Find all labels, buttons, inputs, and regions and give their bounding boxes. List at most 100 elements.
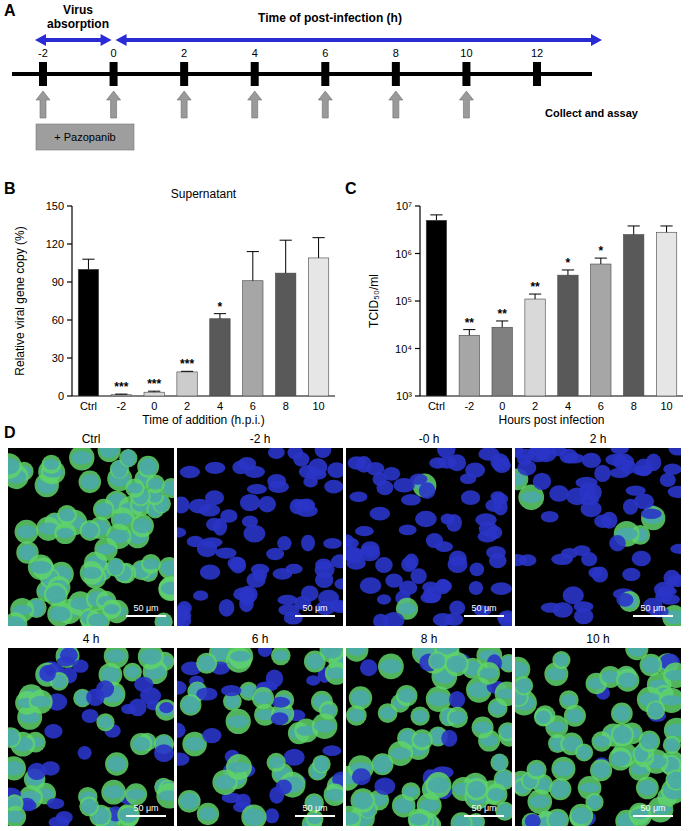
figure: ABCDVirusabsorptionTime of post-infectio…	[0, 0, 689, 831]
nucleus	[488, 788, 506, 801]
image-background	[8, 448, 174, 626]
x-tick-label: 4	[565, 400, 571, 412]
infected-cell	[616, 669, 639, 692]
nucleus	[446, 514, 462, 532]
y-tick-label: 10⁶	[395, 248, 412, 260]
collect-label: Collect and assay	[545, 107, 639, 119]
infected-cell	[444, 652, 468, 676]
nucleus	[334, 578, 343, 589]
nucleus	[501, 656, 512, 671]
error-cap	[660, 225, 672, 226]
bar	[492, 327, 512, 396]
infected-cell	[28, 555, 53, 580]
absorption-arrow	[35, 34, 112, 46]
nucleus	[563, 586, 584, 604]
x-tick-label: -2	[116, 400, 126, 412]
nucleus	[515, 448, 523, 457]
nucleus	[200, 564, 221, 579]
nucleus	[187, 536, 204, 547]
nucleus	[139, 458, 157, 475]
nucleus	[17, 525, 37, 538]
nucleus	[592, 762, 610, 778]
error-cap	[628, 225, 640, 226]
error-line	[88, 259, 89, 269]
nucleus	[515, 662, 528, 677]
nucleus	[611, 751, 630, 766]
nucleus	[516, 678, 531, 693]
infected-cell	[141, 554, 161, 574]
nucleus	[399, 524, 417, 535]
error-line	[469, 330, 470, 336]
significance: *	[598, 244, 603, 258]
chart-title: Supernatant	[171, 187, 237, 201]
micrograph	[515, 448, 681, 626]
nucleus	[541, 602, 561, 612]
nucleus	[528, 763, 544, 776]
error-cap	[82, 259, 94, 260]
nucleus	[641, 733, 659, 749]
x-tick-label: 0	[151, 400, 157, 412]
error-bar	[660, 226, 672, 232]
x-tick-label: Ctrl	[428, 400, 445, 412]
nucleus	[404, 554, 418, 570]
nucleus	[161, 582, 174, 595]
nucleus	[8, 458, 20, 474]
infected-cell	[546, 809, 569, 826]
y-tick	[67, 319, 72, 320]
nucleus	[82, 567, 102, 579]
chart: Supernatant0306090120150Relative viral g…	[13, 187, 335, 427]
infected-cell	[130, 733, 152, 755]
infected-cell	[271, 648, 290, 665]
nucleus	[356, 456, 372, 473]
image-background	[515, 448, 681, 626]
error-cap	[430, 214, 442, 215]
nucleus	[428, 777, 450, 793]
infected-cell	[8, 806, 26, 826]
nucleus	[163, 481, 174, 496]
error-bar	[430, 215, 442, 220]
infected-cell	[197, 803, 219, 825]
nucleus	[154, 744, 174, 762]
infected-cell	[94, 538, 117, 561]
infected-cell	[534, 708, 553, 727]
timeline-label: 10	[460, 47, 472, 59]
phase-label: Virusabsorption	[47, 3, 109, 31]
nucleus	[497, 689, 512, 700]
timeline-tick	[39, 62, 47, 86]
nucleus	[412, 710, 427, 723]
nucleus	[541, 511, 559, 523]
nucleus	[101, 667, 121, 683]
nucleus	[8, 616, 25, 626]
infected-cell	[158, 557, 174, 579]
scale-bar-label: 50 μm	[471, 803, 496, 813]
significance: ***	[114, 380, 128, 394]
infected-cell	[490, 753, 508, 771]
y-tick	[415, 348, 420, 349]
nucleus	[133, 518, 152, 533]
nucleus	[82, 709, 99, 723]
nucleus	[127, 789, 145, 799]
infected-cell	[226, 754, 252, 780]
nucleus	[380, 707, 396, 720]
error-line	[633, 226, 634, 235]
nucleus	[383, 612, 405, 626]
infected-cell	[575, 743, 593, 761]
nucleus	[661, 695, 681, 705]
nucleus	[158, 790, 174, 801]
nucleus	[360, 659, 377, 676]
nucleus	[665, 670, 681, 681]
infected-cell	[663, 736, 681, 754]
arrow-shaft	[124, 38, 594, 42]
nucleus	[8, 761, 24, 776]
panel-label: C	[345, 180, 357, 197]
bar	[656, 232, 676, 396]
nucleus	[104, 604, 119, 614]
nucleus	[446, 656, 466, 673]
timeline-tick	[533, 62, 541, 86]
micrograph	[8, 448, 174, 626]
nucleus	[398, 603, 416, 615]
nucleus	[668, 771, 681, 789]
nucleus	[127, 483, 142, 494]
x-tick-label: 6	[250, 400, 256, 412]
nucleus	[8, 810, 24, 823]
